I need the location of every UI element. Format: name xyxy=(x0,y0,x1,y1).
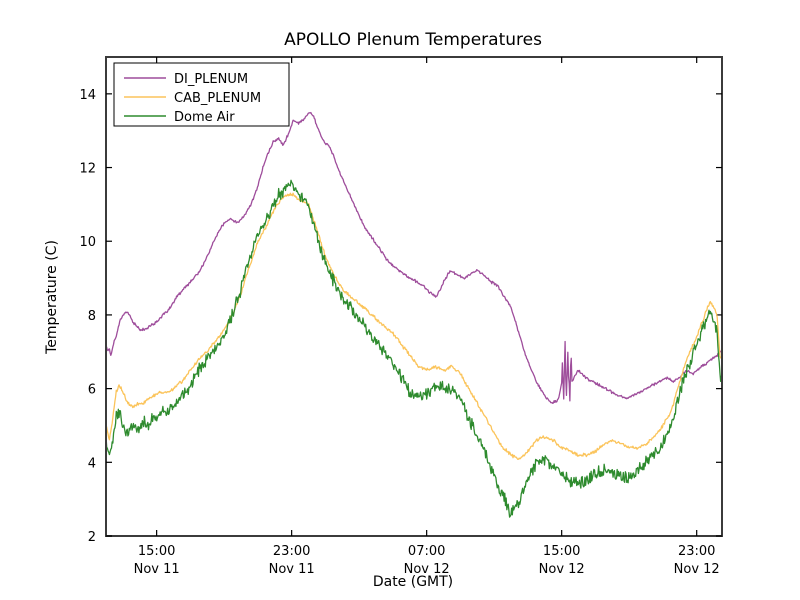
x-tick-label-date: Nov 11 xyxy=(269,562,315,577)
legend-label: DI_PLENUM xyxy=(174,72,248,87)
chart-title: APOLLO Plenum Temperatures xyxy=(284,30,542,50)
y-tick-label: 2 xyxy=(88,530,96,545)
y-tick-label: 4 xyxy=(88,456,96,471)
x-tick-label-date: Nov 12 xyxy=(404,562,450,577)
x-tick-label-time: 15:00 xyxy=(138,544,175,559)
y-axis-ticks: 2 4 6 8 10 12 14 xyxy=(79,88,722,545)
series-line-cab-plenum xyxy=(107,192,721,461)
x-tick-label-time: 23:00 xyxy=(273,544,310,559)
x-tick-label-time: 15:00 xyxy=(543,544,580,559)
y-axis-title: Temperature (C) xyxy=(44,240,60,355)
legend-label: Dome Air xyxy=(174,110,235,125)
x-axis-title: Date (GMT) xyxy=(373,574,453,590)
y-tick-label: 14 xyxy=(79,88,96,103)
y-tick-label: 6 xyxy=(88,383,96,398)
legend: DI_PLENUM CAB_PLENUM Dome Air xyxy=(113,62,290,127)
x-axis-ticks: 15:00 Nov 11 23:00 Nov 11 07:00 Nov 12 15:00 No… xyxy=(134,57,720,577)
series-line-dome-air xyxy=(107,179,721,518)
series-line-di-plenum xyxy=(107,111,721,405)
x-tick-label-date: Nov 12 xyxy=(674,562,720,577)
x-tick-label-date: Nov 11 xyxy=(134,562,180,577)
x-tick-label-date: Nov 12 xyxy=(539,562,585,577)
y-tick-label: 10 xyxy=(79,235,96,250)
y-tick-label: 8 xyxy=(88,309,96,324)
legend-label: CAB_PLENUM xyxy=(174,91,261,106)
y-tick-label: 12 xyxy=(79,162,96,177)
x-tick-label-time: 07:00 xyxy=(408,544,445,559)
data-series-group xyxy=(107,111,721,518)
plot-area-frame xyxy=(105,56,723,537)
x-tick-label-time: 23:00 xyxy=(678,544,715,559)
